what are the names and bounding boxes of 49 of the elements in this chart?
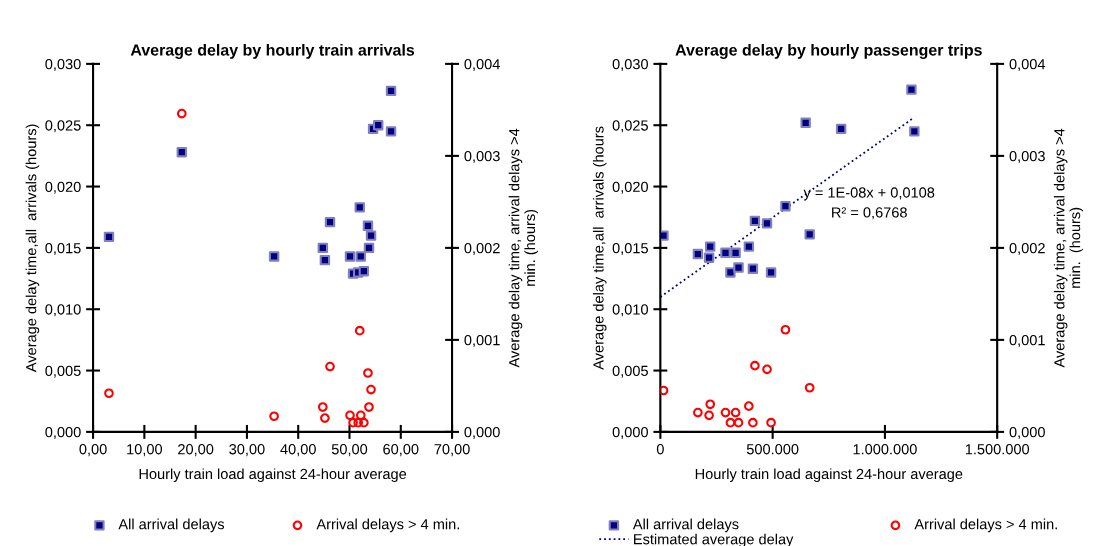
- y2-tick-label: 0,003: [1009, 150, 1045, 164]
- y2-tick-label: 0,000: [1009, 426, 1045, 440]
- x-tick-label: 0,00: [79, 444, 107, 457]
- y2-axis-title: Average delay time, arrival delays >4 min. (hours): [508, 128, 538, 368]
- y-tick-label: 0,015: [45, 242, 81, 256]
- x-tick-label: 20,00: [178, 444, 214, 457]
- legend-label: Arrival delays > 4 min.: [316, 518, 459, 533]
- x-tick-label: 1.000.000: [853, 444, 917, 455]
- x-tick-label: 0: [656, 444, 664, 455]
- y2-tick-label: 0,004: [464, 58, 500, 72]
- y-tick-label: 0,025: [45, 120, 81, 133]
- y2-tick-label: 0,000: [464, 426, 500, 440]
- y2-tick-label: 0,004: [1009, 58, 1046, 72]
- legend-label: All arrival delays: [118, 518, 225, 533]
- y-tick-label: 0,030: [612, 58, 648, 72]
- x-tick-label: 500.000: [746, 444, 799, 455]
- y2-tick-label: 0,002: [1009, 242, 1045, 256]
- legend-label: Arrival delays > 4 min.: [914, 518, 1057, 533]
- y-tick-label: 0,020: [612, 181, 648, 194]
- x-tick-label: 30,00: [229, 444, 265, 457]
- legend-label: All arrival delays: [632, 518, 739, 533]
- y2-tick-label: 0,001: [464, 334, 500, 348]
- y-tick-label: 0,005: [612, 365, 648, 378]
- y-tick-label: 0,000: [45, 426, 81, 440]
- x-tick-label: 60,00: [383, 444, 419, 457]
- y-tick-label: 0,000: [612, 426, 648, 440]
- y-tick-label: 0,030: [45, 58, 81, 72]
- x-tick-label: 40,00: [280, 444, 316, 457]
- x-axis-title: Hourly train load against 24-hour average: [139, 468, 407, 482]
- y-tick-label: 0,010: [45, 304, 81, 317]
- x-tick-label: 1.500.000: [965, 444, 1030, 455]
- x-tick-label: 50,00: [331, 444, 368, 457]
- y-tick-label: 0,005: [45, 365, 81, 378]
- y-tick-label: 0,010: [612, 304, 648, 317]
- y2-tick-label: 0,001: [1009, 334, 1045, 348]
- x-axis-title: Hourly train load against 24-hour average: [695, 468, 963, 482]
- x-tick-label: 10,00: [127, 444, 163, 457]
- y-tick-label: 0,020: [45, 181, 81, 194]
- y-tick-label: 0,015: [612, 242, 648, 256]
- chart-title: Average delay by hourly passenger trips: [675, 43, 982, 59]
- y2-axis-title: Average delay time, arrival delays >4 min. (hours): [1053, 128, 1084, 368]
- x-tick-label: 70,00: [434, 444, 470, 457]
- y-axis-title: Average delay time,all arrivals (hours): [25, 124, 40, 373]
- y-tick-label: 0,025: [612, 120, 648, 133]
- chart-title: Average delay by hourly train arrivals: [130, 43, 415, 59]
- y-axis-title: Average delay time,all arrivals (hours: [592, 126, 607, 370]
- y2-tick-label: 0,002: [464, 242, 500, 256]
- annotation: y = 1E-08x + 0,0108 R² = 0,6768: [803, 187, 935, 220]
- y2-tick-label: 0,003: [464, 150, 500, 164]
